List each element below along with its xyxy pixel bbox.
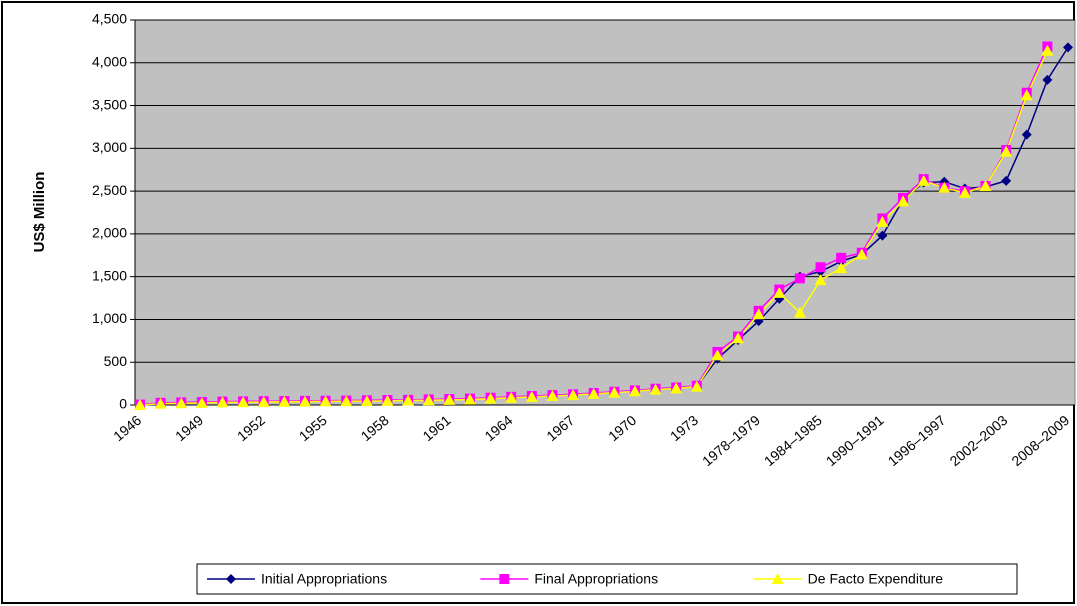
point — [628, 385, 641, 397]
point — [154, 397, 167, 409]
point — [505, 391, 518, 403]
point — [422, 394, 435, 406]
y-tick-label: 2,500 — [92, 182, 127, 198]
point — [1021, 129, 1032, 140]
point — [979, 179, 992, 191]
point — [1020, 89, 1033, 101]
point — [1001, 175, 1012, 186]
point — [381, 394, 394, 406]
y-tick-label: 3,000 — [92, 139, 127, 155]
point — [278, 395, 291, 407]
y-tick-label: 3,500 — [92, 96, 127, 112]
point — [958, 186, 971, 198]
point — [237, 396, 250, 408]
y-tick-label: 1,000 — [92, 310, 127, 326]
point — [877, 230, 888, 241]
point — [649, 383, 662, 395]
point — [771, 573, 784, 584]
point — [499, 574, 510, 584]
point — [793, 306, 806, 318]
point — [732, 332, 745, 344]
point — [360, 395, 373, 407]
point — [814, 274, 827, 286]
point — [226, 574, 236, 584]
point — [836, 252, 847, 263]
point — [917, 174, 930, 186]
point — [484, 392, 497, 404]
point — [773, 286, 786, 298]
y-axis-label: US$ Million — [31, 172, 48, 253]
y-tick-label: 4,500 — [92, 11, 127, 27]
point — [175, 397, 188, 409]
point — [1041, 44, 1054, 56]
point — [1042, 74, 1053, 85]
point — [134, 399, 146, 410]
point — [752, 308, 765, 320]
point — [855, 248, 868, 260]
legend-label: De Facto Expenditure — [808, 571, 944, 587]
point — [195, 396, 208, 408]
point — [463, 393, 476, 405]
y-tick-label: 1,500 — [92, 267, 127, 283]
point — [711, 349, 724, 361]
point — [1000, 145, 1013, 157]
point — [815, 262, 826, 273]
point — [216, 396, 229, 408]
point — [876, 215, 889, 227]
point — [670, 382, 683, 394]
legend-label: Final Appropriations — [534, 571, 658, 587]
point — [298, 395, 311, 407]
point — [794, 273, 805, 284]
legend-label: Initial Appropriations — [261, 571, 387, 587]
point — [835, 262, 848, 274]
y-tick-label: 0 — [119, 396, 127, 412]
point — [319, 395, 332, 407]
point — [608, 386, 621, 398]
point — [938, 181, 951, 193]
point — [525, 390, 538, 402]
point — [340, 395, 353, 407]
point — [567, 389, 580, 401]
y-tick-label: 4,000 — [92, 53, 127, 69]
point — [1063, 42, 1073, 53]
point — [587, 387, 600, 399]
legend-box — [196, 563, 1018, 595]
point — [690, 380, 703, 392]
point — [257, 396, 270, 408]
y-tick-label: 500 — [104, 353, 128, 369]
point — [443, 393, 456, 405]
plot-area — [134, 19, 1076, 406]
point — [897, 195, 910, 207]
y-tick-label: 2,000 — [92, 225, 127, 241]
point — [546, 390, 559, 402]
point — [402, 394, 415, 406]
